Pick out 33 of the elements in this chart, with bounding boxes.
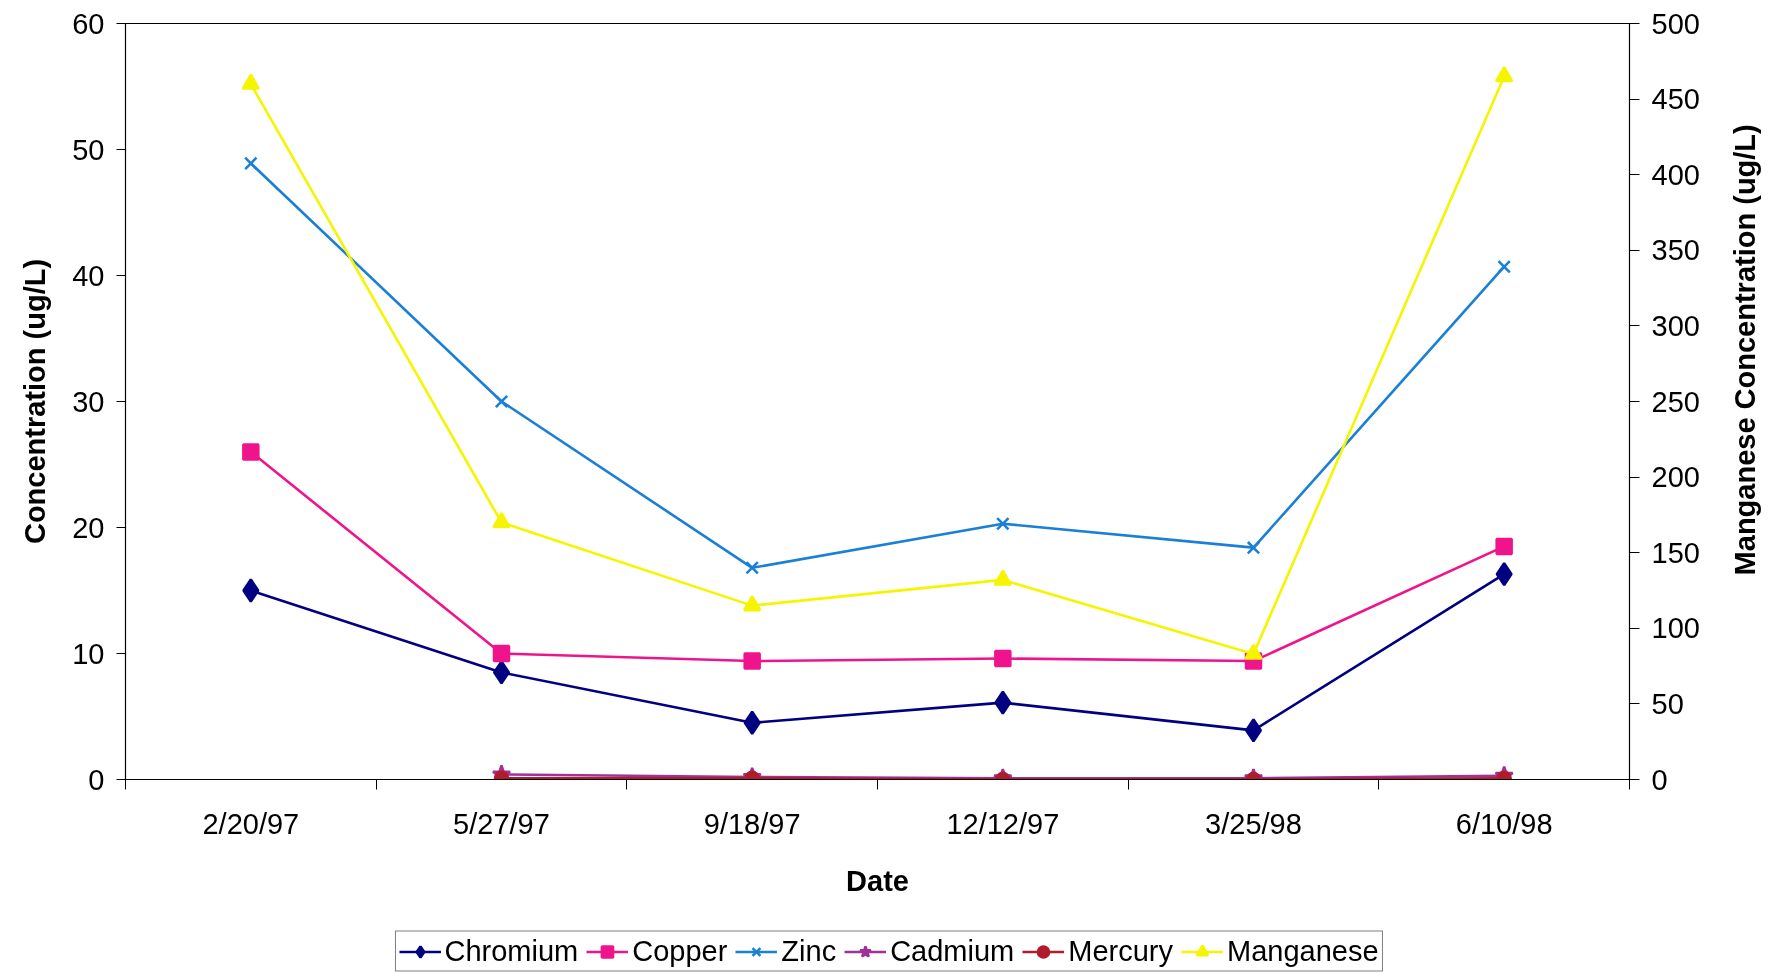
x-axis-title: Date — [846, 864, 909, 897]
y-tick-label: 60 — [72, 7, 105, 40]
y2-axis-title: Manganese Concentration (ug/L) — [1728, 124, 1761, 576]
y2-tick-label: 300 — [1651, 309, 1700, 342]
legend-label: Cadmium — [890, 934, 1015, 968]
y2-tick-label: 0 — [1651, 763, 1668, 796]
y-tick-label: 0 — [88, 763, 105, 796]
x-tick-label: 3/25/98 — [1205, 807, 1302, 840]
y2-tick-label: 350 — [1651, 234, 1700, 267]
y-tick-label: 30 — [72, 385, 105, 418]
y2-tick-label: 200 — [1651, 461, 1700, 494]
y2-tick-label: 100 — [1651, 612, 1700, 645]
y-tick-label: 50 — [72, 133, 105, 166]
legend-label: Mercury — [1068, 934, 1173, 968]
y-tick-label: 10 — [72, 637, 105, 670]
y2-tick-label: 450 — [1651, 83, 1700, 116]
legend-label: Manganese — [1226, 934, 1379, 968]
x-tick-label: 2/20/97 — [202, 807, 300, 840]
y2-tick-label: 50 — [1651, 687, 1684, 720]
y-axis-title: Concentration (ug/L) — [19, 258, 52, 545]
legend-label: Chromium — [444, 934, 579, 968]
y-tick-label: 20 — [72, 511, 105, 544]
y2-tick-label: 500 — [1651, 7, 1700, 40]
x-tick-label: 6/10/98 — [1455, 807, 1553, 840]
legend-label: Zinc — [781, 934, 837, 968]
x-tick-label: 9/18/97 — [703, 807, 801, 840]
y2-tick-label: 400 — [1651, 158, 1700, 191]
legend-label: Copper — [632, 934, 728, 968]
x-tick-label: 5/27/97 — [453, 807, 550, 840]
x-tick-label: 12/12/97 — [946, 807, 1060, 840]
y2-tick-label: 150 — [1651, 536, 1700, 569]
y-tick-label: 40 — [72, 259, 105, 292]
y2-tick-label: 250 — [1651, 385, 1700, 418]
